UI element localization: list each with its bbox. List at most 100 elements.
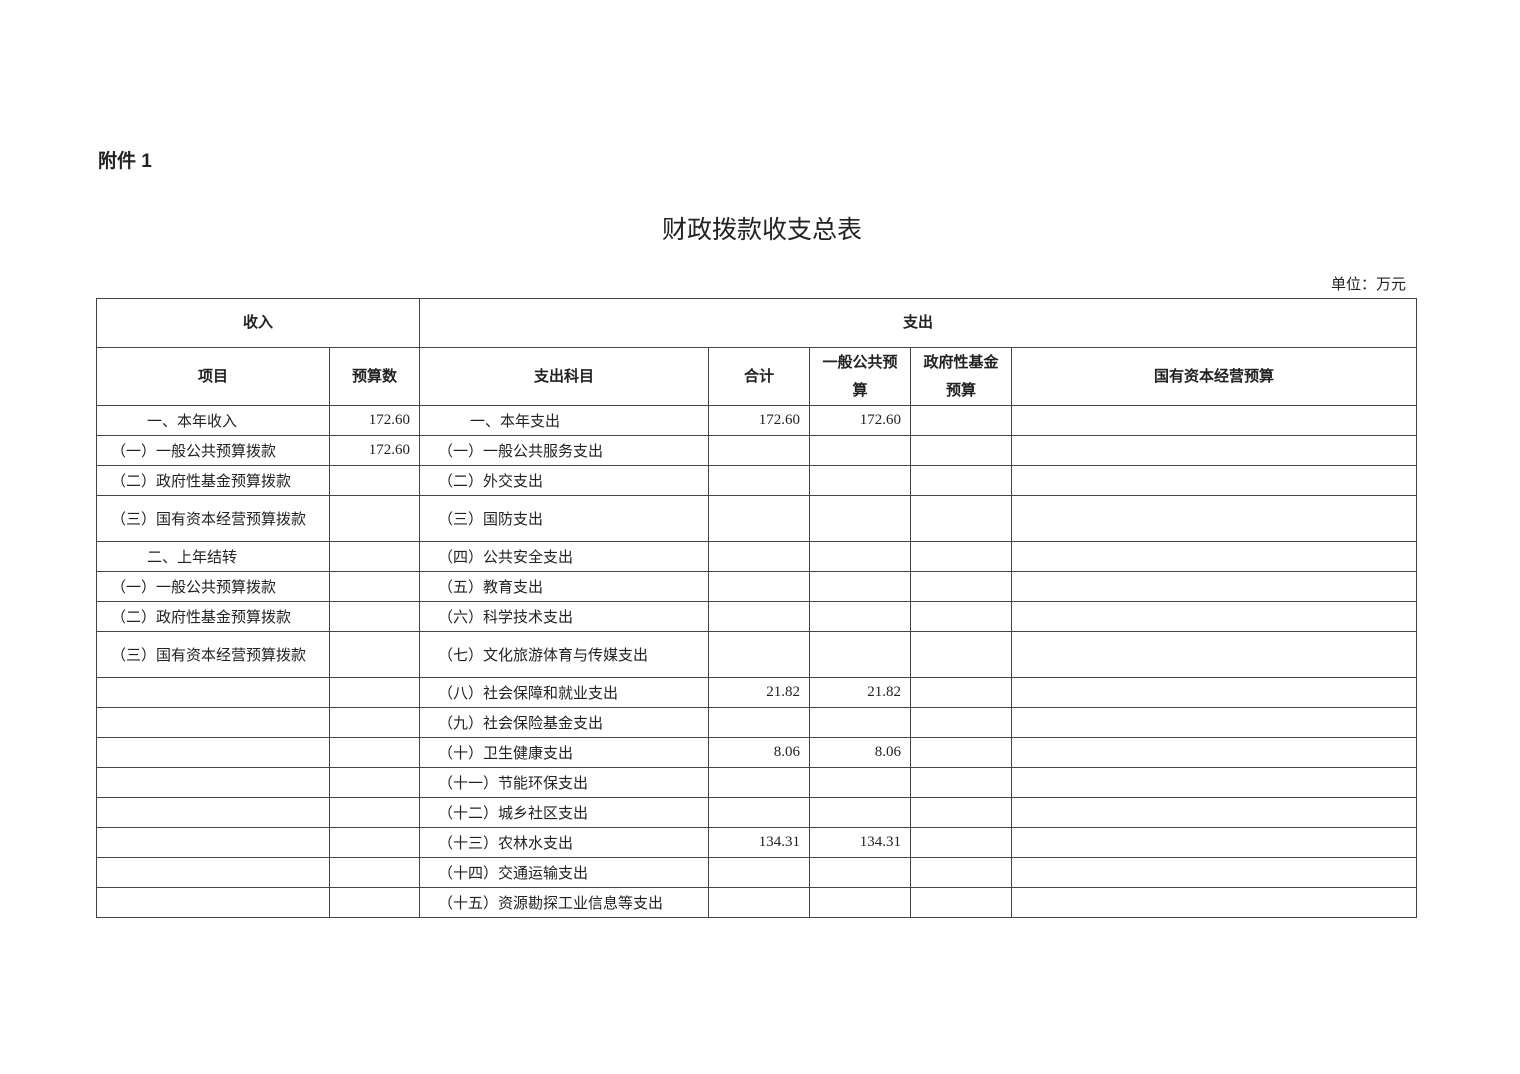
header-total: 合计 <box>708 347 811 406</box>
expense-item-cell: （二）外交支出 <box>419 465 710 496</box>
general-public-cell: 134.31 <box>809 827 912 858</box>
state-capital-cell <box>1011 495 1418 542</box>
table-row: （八）社会保障和就业支出 21.82 21.82 <box>96 677 1418 708</box>
general-public-cell <box>809 767 912 798</box>
header-expense: 支出 <box>419 298 1418 348</box>
gov-fund-cell <box>910 405 1013 436</box>
expense-item-cell: （十三）农林水支出 <box>419 827 710 858</box>
state-capital-cell <box>1011 887 1418 918</box>
income-budget-cell <box>328 465 421 496</box>
expense-item-cell: （四）公共安全支出 <box>419 541 710 572</box>
total-cell <box>708 707 811 738</box>
expense-item-cell: （五）教育支出 <box>419 571 710 602</box>
general-public-cell <box>809 797 912 828</box>
general-public-cell <box>809 857 912 888</box>
table-row: （二）政府性基金预算拨款 （二）外交支出 <box>96 465 1418 496</box>
header-budget: 预算数 <box>328 347 421 406</box>
expense-item-cell: （十五）资源勘探工业信息等支出 <box>419 887 710 918</box>
header-income: 收入 <box>95 298 421 348</box>
income-budget-cell <box>328 631 421 678</box>
income-budget-cell: 172.60 <box>328 405 421 436</box>
state-capital-cell <box>1011 631 1418 678</box>
income-budget-cell <box>328 495 421 542</box>
state-capital-cell <box>1011 707 1418 738</box>
attachment-label: 附件 1 <box>98 151 152 172</box>
general-public-cell <box>809 571 912 602</box>
gov-fund-cell <box>910 677 1013 708</box>
expense-item-cell: （十二）城乡社区支出 <box>419 797 710 828</box>
table-row: 一、本年收入 172.60 一、本年支出 172.60 172.60 <box>96 405 1418 436</box>
table-row: （十四）交通运输支出 <box>96 857 1418 888</box>
income-item-cell <box>96 677 330 708</box>
table-row: （一）一般公共预算拨款 （五）教育支出 <box>96 571 1418 602</box>
gov-fund-cell <box>910 435 1013 466</box>
state-capital-cell <box>1011 737 1418 768</box>
income-item-cell: （二）政府性基金预算拨款 <box>96 601 330 632</box>
table-row: （十三）农林水支出 134.31 134.31 <box>96 827 1418 858</box>
state-capital-cell <box>1011 405 1418 436</box>
expense-item-cell: （十）卫生健康支出 <box>419 737 710 768</box>
expense-item-cell: （一）一般公共服务支出 <box>419 435 710 466</box>
expense-item-cell: （三）国防支出 <box>419 495 710 542</box>
expense-item-cell: （十四）交通运输支出 <box>419 857 710 888</box>
income-item-cell: （一）一般公共预算拨款 <box>96 435 330 466</box>
total-cell <box>708 767 811 798</box>
state-capital-cell <box>1011 827 1418 858</box>
total-cell: 21.82 <box>708 677 811 708</box>
income-budget-cell <box>328 677 421 708</box>
gov-fund-cell <box>910 571 1013 602</box>
income-item-cell: 二、上年结转 <box>96 541 330 572</box>
gov-fund-cell <box>910 541 1013 572</box>
general-public-cell <box>809 707 912 738</box>
general-public-cell: 8.06 <box>809 737 912 768</box>
state-capital-cell <box>1011 797 1418 828</box>
header-gov-fund: 政府性基金预算 <box>910 347 1013 406</box>
total-cell <box>708 857 811 888</box>
total-cell: 8.06 <box>708 737 811 768</box>
income-budget-cell <box>328 857 421 888</box>
total-cell: 172.60 <box>708 405 811 436</box>
budget-table: 收入 支出 项目 预算数 支出科目 合计 一般公共预算 政府性基金预算 国有资本… <box>95 298 1418 918</box>
gov-fund-cell <box>910 737 1013 768</box>
table-row: （十二）城乡社区支出 <box>96 797 1418 828</box>
income-item-cell: （三）国有资本经营预算拨款 <box>96 495 330 542</box>
gov-fund-cell <box>910 767 1013 798</box>
total-cell: 134.31 <box>708 827 811 858</box>
general-public-cell <box>809 631 912 678</box>
income-item-cell: （二）政府性基金预算拨款 <box>96 465 330 496</box>
income-budget-cell: 172.60 <box>328 435 421 466</box>
general-public-cell: 172.60 <box>809 405 912 436</box>
income-item-cell <box>96 797 330 828</box>
income-item-cell: （三）国有资本经营预算拨款 <box>96 631 330 678</box>
table-row: （十五）资源勘探工业信息等支出 <box>96 887 1418 918</box>
income-budget-cell <box>328 797 421 828</box>
table-row: （一）一般公共预算拨款 172.60 （一）一般公共服务支出 <box>96 435 1418 466</box>
general-public-cell: 21.82 <box>809 677 912 708</box>
gov-fund-cell <box>910 631 1013 678</box>
table-row: （三）国有资本经营预算拨款 （七）文化旅游体育与传媒支出 <box>96 631 1418 678</box>
total-cell <box>708 631 811 678</box>
state-capital-cell <box>1011 767 1418 798</box>
general-public-cell <box>809 887 912 918</box>
income-item-cell <box>96 737 330 768</box>
state-capital-cell <box>1011 435 1418 466</box>
income-budget-cell <box>328 707 421 738</box>
header-state-capital: 国有资本经营预算 <box>1011 347 1418 406</box>
expense-item-cell: 一、本年支出 <box>419 405 710 436</box>
income-budget-cell <box>328 767 421 798</box>
income-item-cell <box>96 857 330 888</box>
state-capital-cell <box>1011 571 1418 602</box>
income-item-cell <box>96 887 330 918</box>
gov-fund-cell <box>910 857 1013 888</box>
general-public-cell <box>809 541 912 572</box>
expense-item-cell: （六）科学技术支出 <box>419 601 710 632</box>
general-public-cell <box>809 435 912 466</box>
total-cell <box>708 601 811 632</box>
income-item-cell <box>96 707 330 738</box>
table-row: （九）社会保险基金支出 <box>96 707 1418 738</box>
total-cell <box>708 541 811 572</box>
gov-fund-cell <box>910 601 1013 632</box>
page-title: 财政拨款收支总表 <box>661 217 862 244</box>
expense-item-cell: （八）社会保障和就业支出 <box>419 677 710 708</box>
table-row: （十）卫生健康支出 8.06 8.06 <box>96 737 1418 768</box>
